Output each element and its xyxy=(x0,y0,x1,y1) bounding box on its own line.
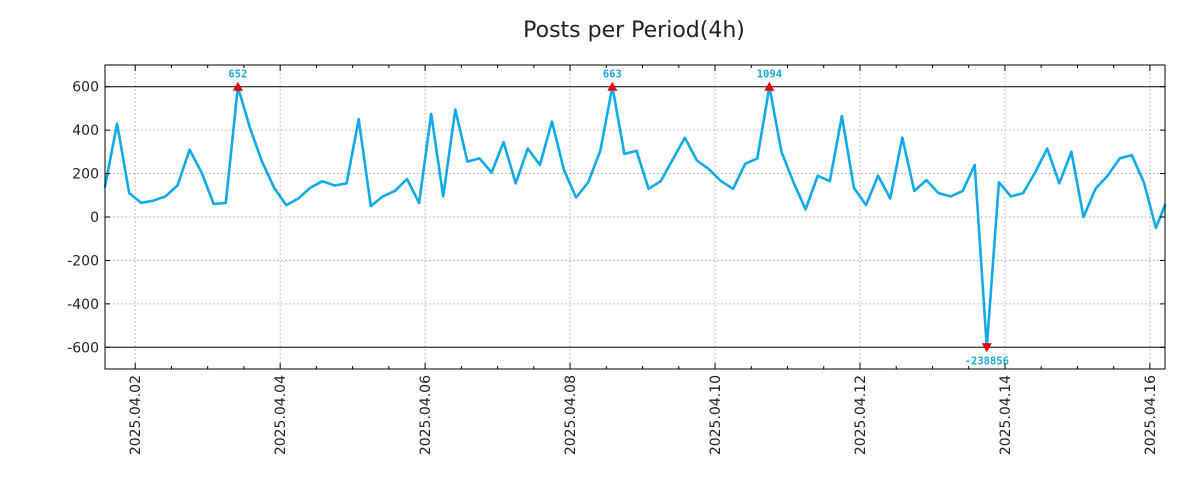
annotation-label: 1094 xyxy=(757,69,782,81)
y-tick-label: -200 xyxy=(67,253,99,269)
axes: 600 400 200 0 -200 -400 -600 2025.04.02 2025.04.… xyxy=(67,64,1166,455)
x-tick-label: 2025.04.02 xyxy=(128,375,144,455)
y-tick-label: -400 xyxy=(67,297,99,313)
series-line xyxy=(103,85,1167,349)
annotation-label: 652 xyxy=(228,69,247,81)
annotation-label: -238856 xyxy=(965,355,1009,367)
x-tick-label: 2025.04.14 xyxy=(998,375,1014,455)
x-tick-label: 2025.04.16 xyxy=(1143,375,1159,455)
x-tick-label: 2025.04.08 xyxy=(563,375,579,455)
annotation-marker xyxy=(764,81,775,91)
annotation-marker xyxy=(981,343,992,353)
x-tick-label: 2025.04.10 xyxy=(708,375,724,455)
annotation-marker xyxy=(232,81,243,91)
y-tick-label: 200 xyxy=(72,167,99,183)
series-layer xyxy=(103,85,1167,349)
x-tick-label: 2025.04.06 xyxy=(418,375,434,455)
annotation-marker xyxy=(607,81,618,91)
y-tick-label: -600 xyxy=(67,340,99,356)
annotation-label: 663 xyxy=(603,69,622,81)
x-tick-label: 2025.04.12 xyxy=(853,375,869,455)
annotation-markers: 652 663 1094 -238856 xyxy=(228,69,1009,368)
x-tick-label: 2025.04.04 xyxy=(273,375,289,455)
y-tick-label: 0 xyxy=(90,210,99,226)
y-tick-label: 600 xyxy=(72,80,99,96)
y-tick-label: 400 xyxy=(72,123,99,139)
chart-title: Posts per Period(4h) xyxy=(523,18,745,43)
